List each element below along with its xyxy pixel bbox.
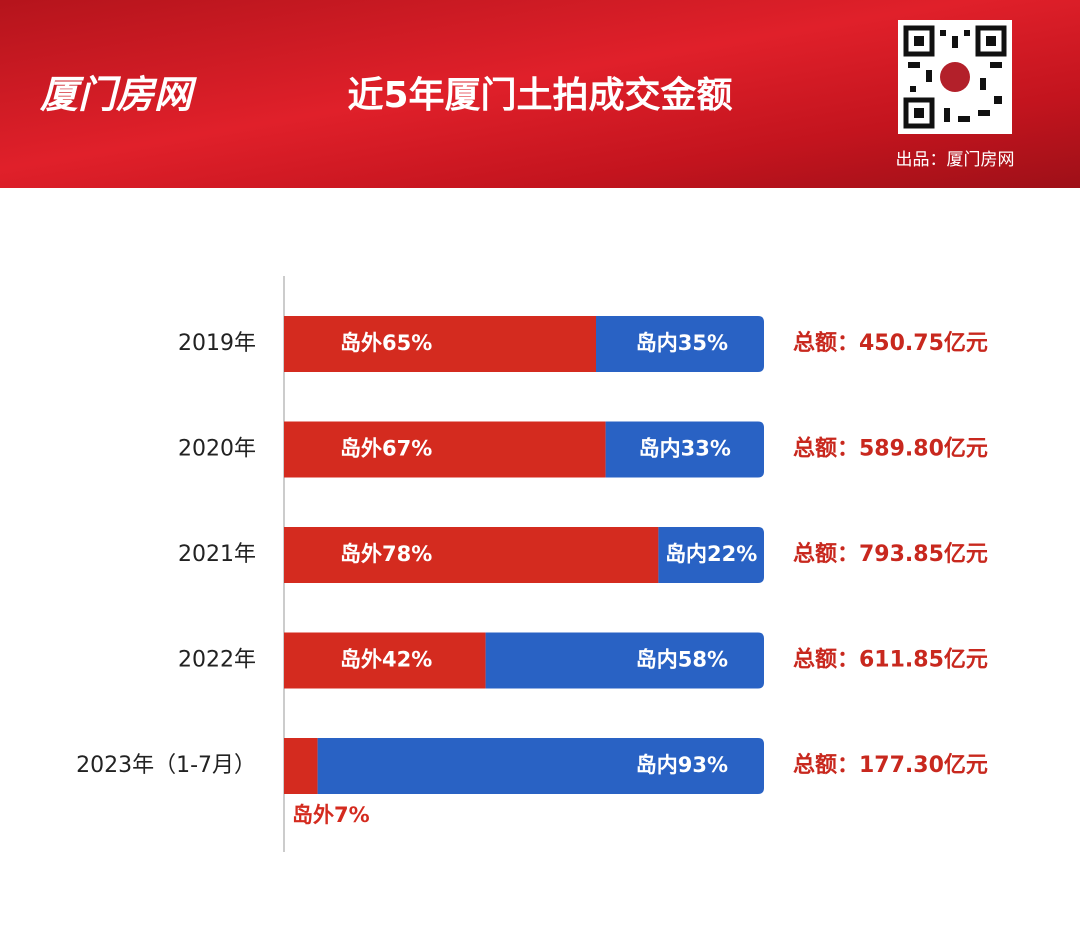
total-label: 总额：177.30亿元 [793,752,988,778]
bar-segment [284,527,659,583]
bar-segment [317,738,764,794]
data-label: 岛内93% [636,753,728,777]
chart-title: 近5年厦门土拍成交金额 [347,74,732,116]
data-label: 岛内35% [636,331,728,355]
total-label: 总额：589.80亿元 [793,436,988,462]
bar-segment [284,316,596,372]
total-label: 总额：793.85亿元 [793,541,988,567]
total-label: 总额：611.85亿元 [793,647,988,673]
total-label: 总额：450.75亿元 [793,330,988,356]
logo: 厦门房网 [39,73,197,117]
data-label: 岛外65% [340,331,432,355]
data-label: 岛外67% [340,437,432,461]
bar-segment [284,632,486,689]
y-tick-label: 2019年 [178,331,256,356]
y-tick-label: 2020年 [178,437,256,462]
qr-code [898,20,1012,134]
data-label: 岛内33% [639,437,731,461]
y-tick-label: 2021年 [178,542,256,567]
data-label: 岛内22% [665,542,757,566]
bar-segment [284,421,606,478]
bar-segment [485,632,764,689]
data-label: 岛外42% [340,648,432,672]
y-tick-label: 2022年 [178,648,256,673]
data-label: 岛外7% [292,803,370,827]
data-label: 岛外78% [340,542,432,566]
data-label: 岛内58% [636,648,728,672]
bar-segment [284,738,318,794]
credit: 出品：厦门房网 [896,150,1015,170]
bar-segment [605,421,764,478]
bar-segment [658,527,764,583]
y-tick-label: 2023年（1-7月） [76,753,256,778]
bar-segment [596,316,764,372]
